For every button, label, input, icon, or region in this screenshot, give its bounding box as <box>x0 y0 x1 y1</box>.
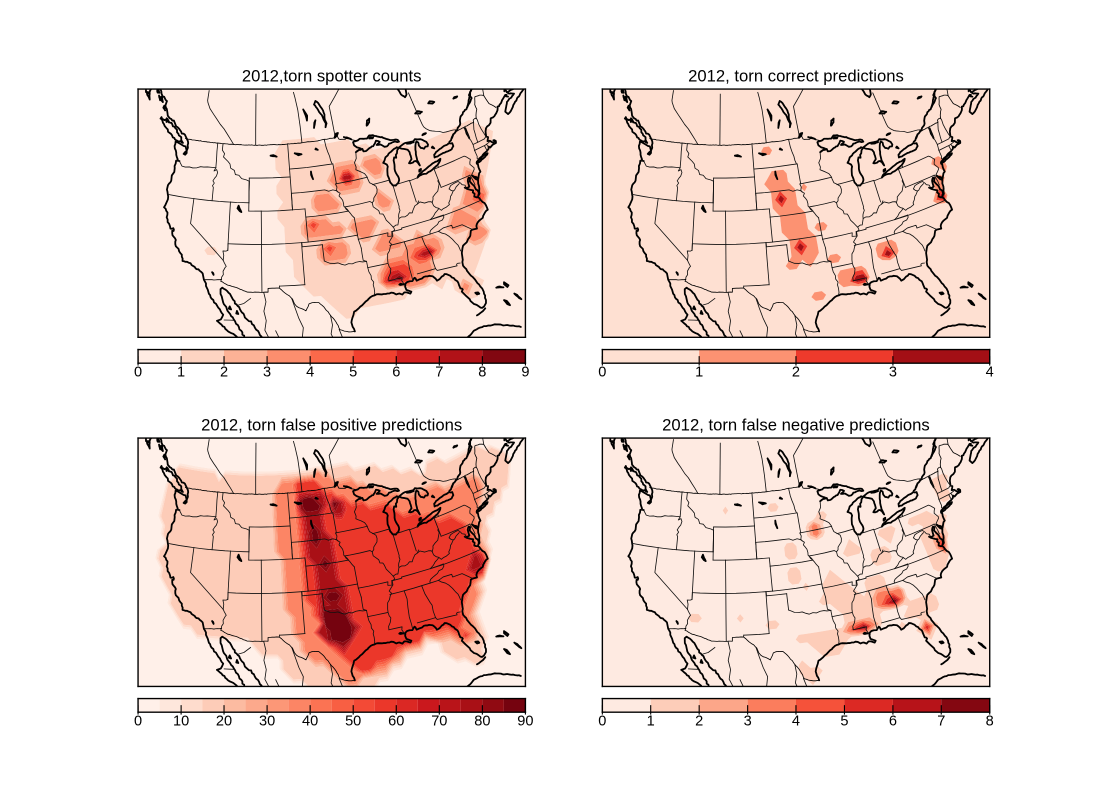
svg-text:2: 2 <box>695 714 703 730</box>
svg-text:4: 4 <box>792 714 800 730</box>
svg-text:5: 5 <box>840 714 848 730</box>
svg-text:1: 1 <box>695 365 703 381</box>
svg-text:2012, torn false negative pred: 2012, torn false negative predictions <box>662 415 930 434</box>
svg-text:5: 5 <box>349 365 357 381</box>
svg-text:0: 0 <box>134 714 142 730</box>
svg-text:7: 7 <box>937 714 945 730</box>
svg-text:2012, torn false positive pred: 2012, torn false positive predictions <box>201 415 462 434</box>
svg-text:1: 1 <box>647 714 655 730</box>
svg-text:30: 30 <box>259 714 275 730</box>
svg-text:1: 1 <box>177 365 185 381</box>
svg-text:3: 3 <box>889 365 897 381</box>
svg-text:2012,torn spotter counts: 2012,torn spotter counts <box>242 66 422 85</box>
svg-text:4: 4 <box>986 365 994 381</box>
svg-text:9: 9 <box>521 365 529 381</box>
svg-text:50: 50 <box>345 714 361 730</box>
svg-text:6: 6 <box>889 714 897 730</box>
svg-text:0: 0 <box>598 365 606 381</box>
svg-text:2012, torn correct predictions: 2012, torn correct predictions <box>688 66 904 85</box>
svg-text:4: 4 <box>306 365 314 381</box>
svg-text:8: 8 <box>478 365 486 381</box>
svg-text:3: 3 <box>263 365 271 381</box>
svg-text:8: 8 <box>986 714 994 730</box>
svg-text:80: 80 <box>474 714 490 730</box>
svg-text:10: 10 <box>173 714 189 730</box>
svg-text:60: 60 <box>388 714 404 730</box>
svg-text:2: 2 <box>220 365 228 381</box>
svg-text:90: 90 <box>517 714 533 730</box>
svg-text:2: 2 <box>792 365 800 381</box>
svg-text:0: 0 <box>134 365 142 381</box>
svg-text:6: 6 <box>392 365 400 381</box>
svg-text:40: 40 <box>302 714 318 730</box>
svg-text:3: 3 <box>744 714 752 730</box>
svg-text:0: 0 <box>598 714 606 730</box>
svg-text:7: 7 <box>435 365 443 381</box>
svg-text:70: 70 <box>431 714 447 730</box>
svg-text:20: 20 <box>216 714 232 730</box>
